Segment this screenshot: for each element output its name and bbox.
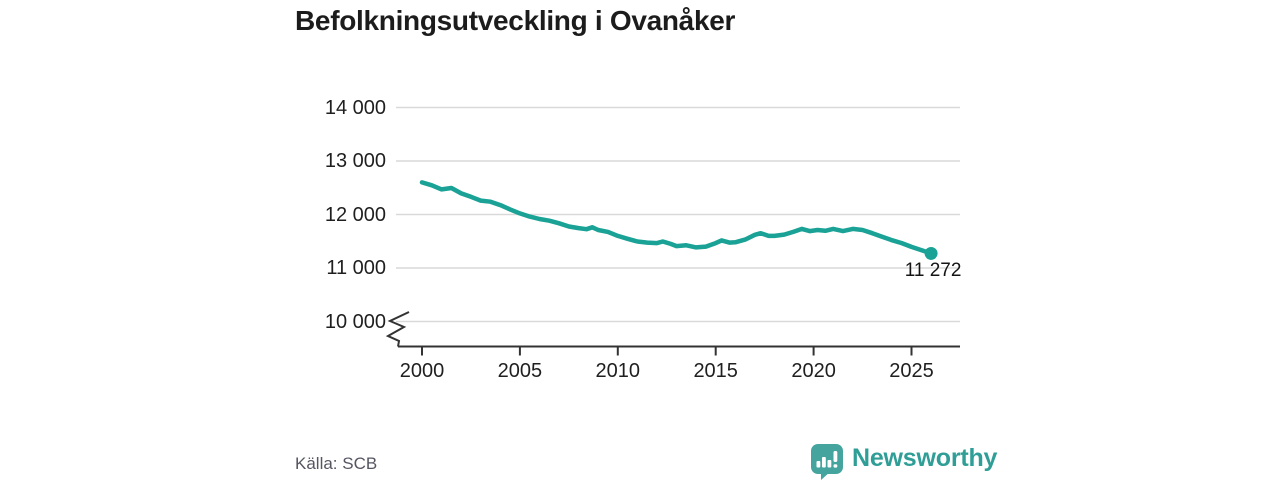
y-tick-label: 12 000 [324,203,386,226]
x-tick-label: 2020 [791,360,836,382]
y-tick-label: 10 000 [324,310,386,333]
source-note: Källa: SCB [295,454,378,473]
x-tick-label: 2025 [889,360,934,382]
y-tick-label: 14 000 [324,96,386,119]
end-point-dot [924,246,938,260]
newsworthy-wordmark: Newsworthy [852,444,998,472]
population-line [419,180,934,256]
axis-break-icon [385,311,410,347]
newsworthy-logo[interactable]: Newsworthy [810,443,997,480]
newsworthy-speech-bubble-icon [811,444,843,480]
x-tick-label: 2015 [693,360,738,382]
x-tick-label: 2010 [595,360,641,382]
x-tick-label: 2000 [399,360,445,382]
end-value-label: 11 272 [904,260,962,282]
x-tick-label: 2005 [497,360,543,382]
chart-title: Befolkningsutveckling i Ovanåker [295,5,736,36]
y-tick-label: 13 000 [324,150,386,172]
y-tick-label: 11 000 [326,257,386,279]
